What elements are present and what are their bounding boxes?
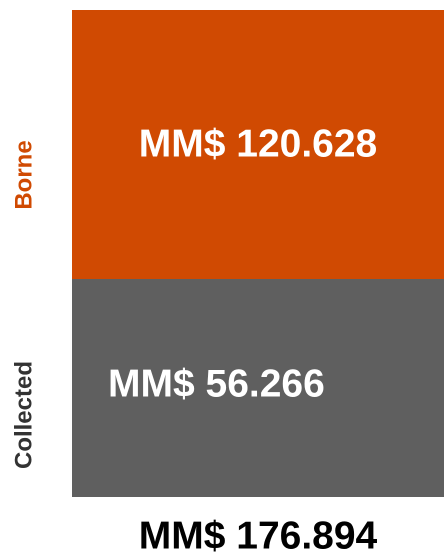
total-value: MM$ 176.894 [139,514,378,557]
borne-block [72,10,444,279]
borne-value: MM$ 120.628 [139,122,377,165]
collected-block [72,279,444,497]
borne-label: Borne [10,140,37,209]
collected-label: Collected [10,361,37,469]
collected-value: MM$ 56.266 [108,362,325,405]
